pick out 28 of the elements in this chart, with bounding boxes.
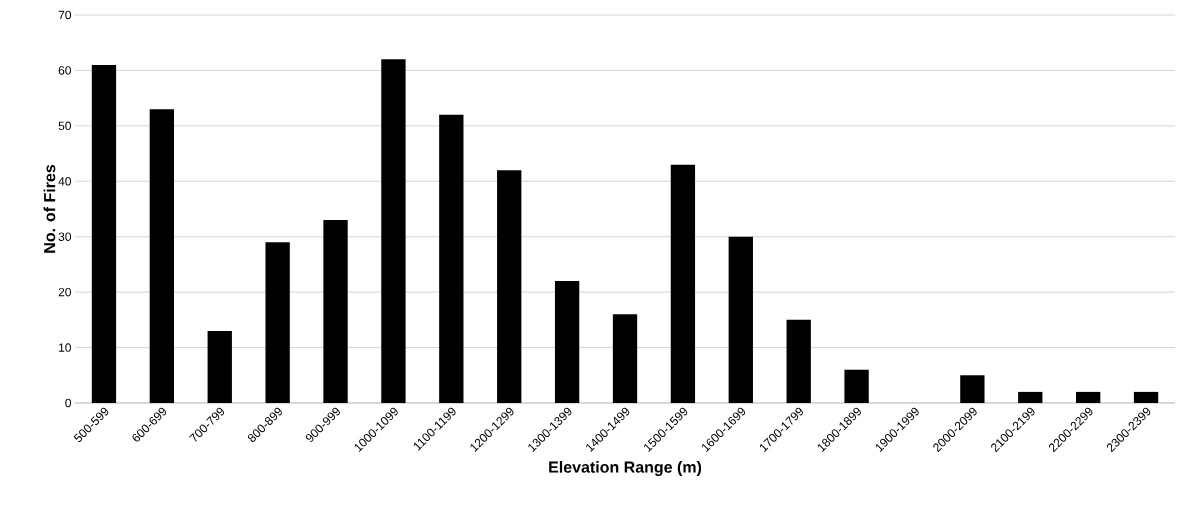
bar — [497, 170, 522, 403]
y-tick-label: 50 — [58, 121, 72, 131]
y-tick-label: 10 — [59, 343, 72, 352]
bar — [728, 236, 753, 403]
y-tick-label: 20 — [58, 287, 72, 297]
bar — [149, 109, 175, 403]
bar — [844, 369, 869, 403]
bar — [323, 220, 348, 403]
bar — [1133, 391, 1159, 403]
bar — [554, 281, 580, 403]
x-axis-title: Elevation Range (m) — [549, 461, 702, 477]
bar — [207, 330, 232, 403]
y-tick-label: 60 — [58, 66, 72, 75]
bar — [439, 114, 464, 403]
bar — [381, 59, 406, 403]
bar — [91, 64, 117, 403]
bar — [1018, 391, 1043, 403]
y-tick-label: 70 — [58, 10, 72, 20]
bar — [786, 319, 811, 403]
y-axis-title: No. of Fires — [43, 164, 56, 253]
y-tick-label: 30 — [58, 232, 72, 241]
y-tick-label: 40 — [58, 177, 72, 186]
bar — [1076, 391, 1101, 403]
bar — [612, 314, 638, 403]
y-tick-label: 0 — [65, 398, 72, 408]
bar — [670, 164, 696, 403]
bar — [265, 242, 290, 403]
bar — [960, 375, 985, 403]
